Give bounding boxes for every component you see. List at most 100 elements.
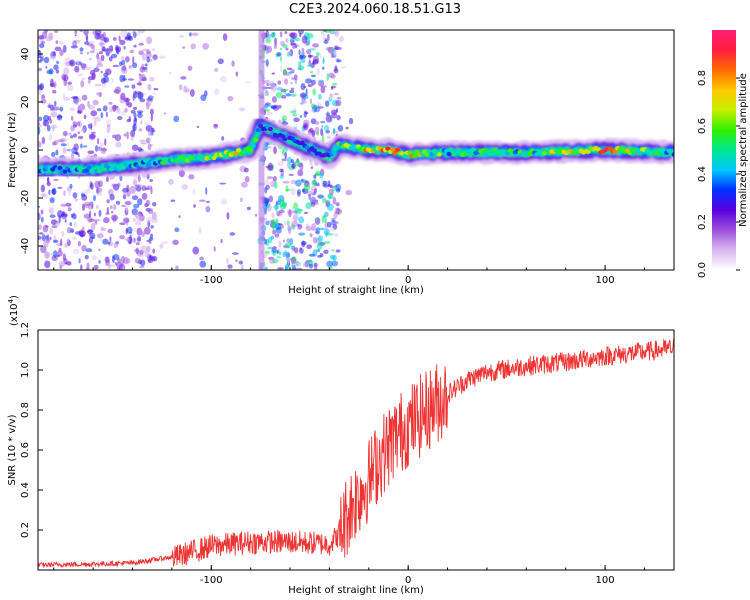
spectrogram-speckle [67, 190, 72, 196]
spectrogram-speckle [78, 230, 86, 237]
spectrogram-speckle [149, 108, 154, 116]
spectrogram-speckle [198, 227, 202, 234]
spectrogram-speckle [295, 267, 303, 270]
spectrogram-speckle [51, 225, 58, 229]
spectrogram-speckle [81, 94, 88, 101]
spectrogram-speckle [111, 183, 116, 187]
spectrogram-speckle [141, 185, 147, 191]
spectrogram-speckle [149, 128, 153, 137]
spectrogram-speckle [335, 108, 339, 113]
spectrogram-speckle [88, 133, 96, 140]
spectrogram-speckle [310, 108, 315, 114]
spectrogram-speckle [276, 91, 283, 99]
spectrogram-speckle [288, 173, 294, 176]
spectrogram-speckle [138, 30, 145, 34]
spectrogram-speckle [50, 78, 54, 87]
spectrogram-speckle [276, 52, 282, 57]
spectrogram-speckle [100, 70, 104, 74]
spectrogram-speckle [312, 236, 318, 244]
spectrogram-speckle [67, 207, 72, 212]
spectrogram-speckle [93, 264, 99, 270]
spectrogram-speckle [80, 63, 87, 69]
snr-x-tick-label: 100 [596, 575, 615, 586]
spectrogram-speckle [41, 31, 48, 40]
spectrogram-speckle [321, 125, 324, 128]
spectrogram-speckle [226, 257, 229, 266]
spectrogram-cell [395, 147, 401, 153]
spectrogram-speckle [270, 235, 275, 240]
spectrogram-speckle [81, 194, 88, 201]
spectrogram-speckle [69, 222, 73, 227]
spectrogram-speckle [99, 142, 105, 148]
spectrogram-x-tick-label: -100 [200, 275, 223, 286]
spectrogram-speckle [105, 68, 112, 75]
spectrogram-speckle [229, 232, 236, 236]
spectrogram-speckle [137, 146, 143, 152]
spectrogram-speckle [322, 66, 325, 70]
spectrogram-speckle [285, 93, 292, 97]
spectrogram-speckle [150, 113, 153, 122]
spectrogram-speckle [63, 244, 67, 248]
spectrogram-speckle [290, 93, 297, 97]
spectrogram-speckle [69, 183, 73, 189]
spectrogram-speckle [107, 228, 113, 234]
snr-y-axis-label: SNR (10 * v/v) [7, 414, 18, 485]
spectrogram-speckle [77, 135, 84, 140]
spectrogram-speckle [278, 209, 285, 214]
spectrogram-speckle [118, 35, 121, 42]
spectrogram-speckle [133, 106, 138, 110]
spectrogram-speckle [146, 49, 151, 55]
spectrogram-speckle [152, 92, 157, 95]
spectrogram-speckle [311, 79, 316, 86]
spectrogram-speckle [52, 250, 58, 259]
spectrogram-speckle [98, 42, 106, 46]
spectrogram-speckle [286, 238, 291, 244]
spectrogram-speckle [153, 87, 159, 91]
spectrogram-cell [671, 152, 674, 157]
spectrogram-cell [571, 150, 577, 155]
spectrogram-speckle [146, 97, 153, 102]
spectrogram-speckle [329, 94, 334, 100]
spectrogram-speckle [144, 122, 150, 126]
spectrogram-speckle [279, 47, 283, 51]
spectrogram-speckle [190, 43, 197, 50]
spectrogram-speckle [271, 96, 278, 103]
spectrogram-speckle [308, 253, 316, 257]
snr-x-axis-label: Height of straight line (km) [288, 585, 424, 596]
spectrogram-speckle [285, 185, 289, 193]
spectrogram-speckle [340, 66, 347, 69]
spectrogram-speckle [283, 78, 289, 85]
spectrogram-speckle [43, 56, 50, 64]
spectrogram-speckle [319, 172, 324, 179]
spectrogram-speckle [286, 220, 290, 226]
spectrogram-speckle [70, 135, 74, 139]
spectrogram-speckle [279, 65, 283, 72]
spectrogram-speckle [241, 264, 244, 270]
spectrogram-speckle [316, 132, 319, 136]
spectrogram-speckle [74, 151, 79, 155]
spectrogram-speckle [277, 80, 282, 85]
spectrogram-speckle [205, 205, 211, 213]
spectrogram-speckle [89, 210, 92, 218]
spectrogram-speckle [115, 106, 121, 114]
spectrogram-speckle [305, 202, 312, 209]
spectrogram-speckle [271, 212, 275, 219]
spectrogram-speckle [123, 46, 126, 50]
spectrogram-speckle [72, 192, 78, 199]
spectrogram-speckle [123, 133, 127, 137]
spectrogram-speckle [119, 222, 126, 226]
spectrogram-speckle [103, 37, 110, 43]
spectrogram-speckle [146, 216, 153, 223]
colorbar-tick-label: 0.8 [697, 70, 708, 86]
spectrogram-speckle [125, 56, 130, 63]
spectrogram-speckle [298, 232, 306, 236]
spectrogram-speckle [270, 106, 276, 110]
spectrogram-speckle [60, 213, 68, 217]
spectrogram-speckle [84, 254, 89, 260]
spectrogram-speckle [241, 181, 248, 188]
spectrogram-speckle [58, 215, 61, 223]
spectrogram-speckle [265, 220, 270, 226]
spectrogram-cell [541, 151, 547, 156]
spectrogram-speckle [114, 86, 122, 95]
spectrogram-speckle [214, 88, 220, 96]
